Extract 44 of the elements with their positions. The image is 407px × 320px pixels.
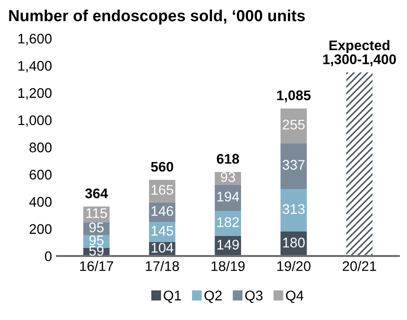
- y-tick-label: 200: [30, 224, 52, 234]
- data-label: 59: [89, 246, 104, 256]
- data-label: 95: [89, 235, 104, 246]
- data-label: 115: [86, 208, 107, 218]
- data-label: 93: [220, 172, 236, 182]
- x-tick-label: 16/17: [80, 260, 114, 272]
- total-label: 560: [151, 162, 174, 172]
- y-tick-label: 1,600: [18, 34, 52, 46]
- y-tick-label: 400: [29, 196, 52, 207]
- y-tick-label: 1,200: [18, 88, 52, 100]
- x-tick-label: 19/20: [277, 260, 311, 272]
- data-label: 145: [152, 226, 174, 236]
- x-tick-label: 17/18: [146, 260, 179, 272]
- bar: [280, 143, 307, 189]
- chart-title: Number of endoscopes sold, ‘000 units: [9, 10, 305, 24]
- data-label: 182: [217, 217, 239, 228]
- data-label: 104: [152, 242, 174, 253]
- data-label: 149: [217, 240, 239, 250]
- legend-label: Q3: [245, 290, 263, 303]
- legend-label: Q1: [164, 290, 181, 303]
- legend-label: Q4: [286, 290, 304, 303]
- data-label: 180: [283, 238, 305, 248]
- total-label: 618: [216, 154, 240, 164]
- legend-label: Q2: [204, 290, 222, 303]
- total-label: 364: [85, 188, 108, 198]
- data-label: 313: [282, 204, 305, 214]
- data-label: 337: [282, 160, 305, 170]
- total-label: 1,085: [277, 90, 311, 102]
- bar: [346, 72, 373, 256]
- data-label: 194: [217, 192, 240, 202]
- data-label: 95: [89, 222, 104, 232]
- y-tick-label: 1,000: [18, 115, 52, 127]
- x-tick-label: 20/21: [342, 260, 376, 272]
- y-tick-label: 600: [30, 170, 52, 180]
- y-tick-label: 800: [30, 142, 52, 152]
- bar: [280, 188, 307, 232]
- y-tick-label: 1,400: [18, 60, 52, 72]
- bar: [280, 108, 307, 144]
- annotation: Expected 1,300-1,400: [323, 40, 396, 66]
- y-tick-label: 0: [44, 251, 52, 262]
- data-label: 165: [152, 184, 174, 195]
- data-label: 146: [152, 206, 174, 216]
- data-label: 255: [282, 120, 305, 130]
- x-tick-label: 18/19: [212, 260, 245, 272]
